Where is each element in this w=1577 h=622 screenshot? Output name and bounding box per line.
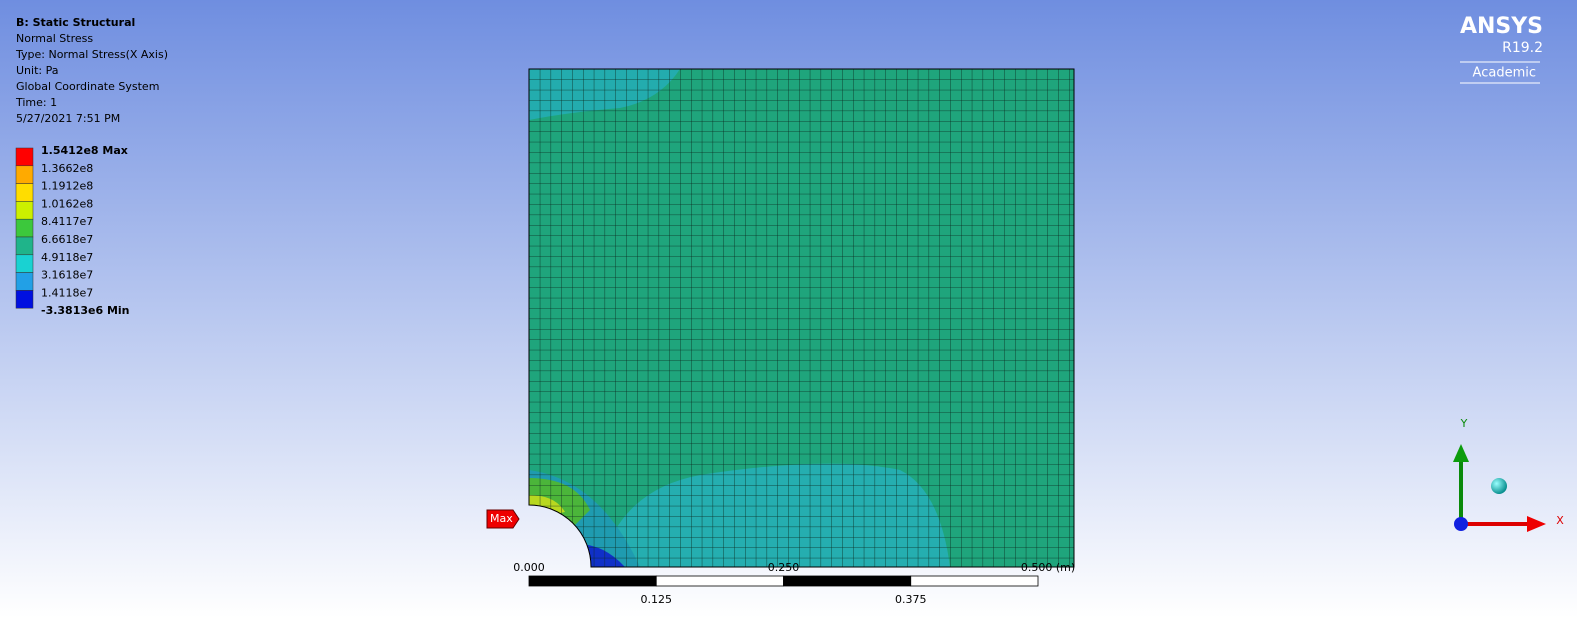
brand-version: R19.2: [1502, 40, 1543, 56]
scale-label: 0.500 (m): [1021, 561, 1075, 574]
triad-y-label: Y: [1460, 417, 1468, 430]
legend-label: 8.4117e7: [41, 215, 93, 228]
mesh: [529, 69, 1074, 567]
scale-label: 0.000: [513, 561, 545, 574]
legend-label: 1.3662e8: [41, 162, 93, 175]
scale-bar: 0.000 0.250 0.500 (m) 0.125 0.375: [513, 561, 1075, 606]
legend-swatch: [15, 147, 34, 167]
legend-label: 1.5412e8 Max: [41, 144, 128, 157]
scale-label: 0.375: [895, 593, 927, 606]
model: [529, 69, 1074, 567]
plate-outline: [528, 68, 1075, 568]
header-lines: Normal Stress Type: Normal Stress(X Axis)…: [15, 32, 168, 125]
header-line: Unit: Pa: [16, 64, 58, 77]
header-line: Type: Normal Stress(X Axis): [15, 48, 168, 61]
legend-swatch: [15, 236, 34, 256]
triad-x-arrow: [1527, 516, 1546, 532]
scale-label: 0.125: [641, 593, 673, 606]
brand-edition: Academic: [1473, 66, 1536, 81]
legend-label: 6.6618e7: [41, 233, 93, 246]
legend-label: 4.9118e7: [41, 251, 93, 264]
scale-segment: [783, 575, 912, 587]
legend-label: -3.3813e6 Min: [41, 304, 130, 317]
max-probe-label: Max: [490, 512, 513, 525]
triad-iso-ball: [1491, 478, 1507, 494]
legend: 1.5412e8 Max 1.3662e8 1.1912e8 1.0162e8 8.41…: [15, 144, 130, 317]
triad-x-label: X: [1556, 514, 1564, 527]
legend-swatch: [15, 165, 34, 184]
legend-swatch: [15, 183, 34, 202]
scale-segment: [528, 575, 657, 587]
legend-swatch: [15, 254, 34, 273]
header-title: B: Static Structural: [16, 16, 135, 29]
max-probe: [486, 509, 520, 529]
brand-name: ANSYS: [1460, 14, 1543, 39]
scale-label: 0.250: [768, 561, 800, 574]
header-line: Normal Stress: [16, 32, 93, 45]
header-line: Global Coordinate System: [16, 80, 159, 93]
scale-segment: [655, 575, 784, 587]
header-line: 5/27/2021 7:51 PM: [16, 112, 120, 125]
triad-origin: [1454, 517, 1468, 531]
legend-label: 1.0162e8: [41, 197, 93, 210]
legend-label: 3.1618e7: [41, 269, 93, 282]
legend-swatch: [15, 290, 34, 309]
legend-swatch: [15, 218, 34, 238]
legend-label: 1.1912e8: [41, 180, 93, 193]
triad-y-arrow: [1453, 444, 1469, 462]
legend-swatch: [15, 272, 34, 291]
header-line: Time: 1: [15, 96, 57, 109]
scale-segment: [910, 575, 1039, 587]
legend-label: 1.4118e7: [41, 286, 93, 299]
legend-swatch: [15, 201, 34, 220]
